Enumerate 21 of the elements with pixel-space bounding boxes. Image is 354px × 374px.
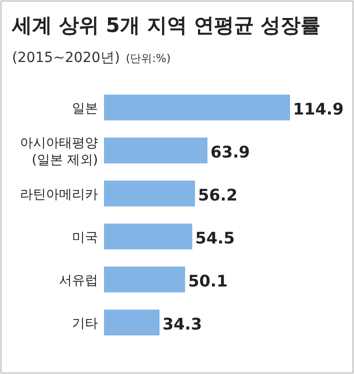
bar — [104, 224, 192, 250]
chart-subtitle: (2015~2020년) — [12, 50, 120, 66]
data-label: 56.2 — [198, 186, 238, 204]
y-tick-label: 아시아태평양 (일본 제외) — [20, 136, 98, 168]
text: (단위:%) — [126, 52, 171, 65]
data-label: 54.5 — [195, 228, 235, 248]
y-tick-label: 기타 — [72, 316, 98, 332]
y-tick-label: 라틴아메리카 — [20, 188, 98, 202]
data-label: 63.9 — [210, 142, 250, 162]
bar — [104, 138, 208, 164]
bar — [104, 310, 160, 336]
data-label: 34.3 — [162, 314, 202, 334]
y-tick-label: 미국 — [72, 230, 98, 246]
bar — [104, 180, 195, 206]
data-label: 114.9 — [293, 100, 344, 118]
bar — [104, 94, 290, 120]
data-label: 50.1 — [188, 272, 228, 290]
chart-title: 세계 상위 5개 지역 연평균 성장률 — [11, 13, 321, 37]
bar — [104, 266, 186, 292]
y-tick-label: 서유럽 — [59, 274, 98, 288]
y-tick-label: 일본 — [72, 102, 98, 116]
